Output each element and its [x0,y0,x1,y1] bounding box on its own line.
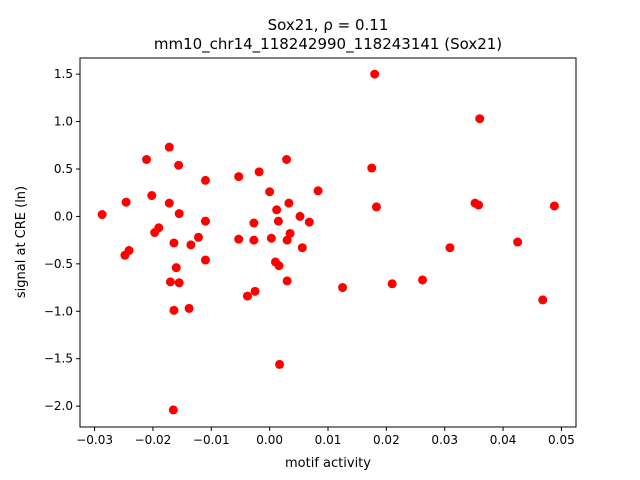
data-point-2 [121,197,131,207]
data-point-47 [338,283,348,293]
x-tick-label: 0.00 [256,433,283,447]
data-point-46 [313,186,323,196]
data-point-13 [169,305,179,315]
data-point-27 [249,218,259,228]
data-point-52 [418,275,428,285]
x-tick-label: −0.03 [76,433,113,447]
y-tick-label: −1.0 [44,304,73,318]
x-axis-ticks: −0.03 −0.02 −0.01 0.00 0.01 0.02 0.03 0.04 0.05 [76,427,575,447]
y-axis-ticks: −2.0 −1.5 −1.0 −0.5 0.0 0.5 1.0 1.5 [44,67,80,413]
y-tick-label: 0.5 [54,162,73,176]
data-point-32 [266,233,276,243]
data-point-36 [274,261,284,271]
chart-title: Sox21, ρ = 0.11 mm10_chr14_118242990_118… [154,16,502,54]
chart-title-line2: mm10_chr14_118242990_118243141 (Sox21) [154,35,502,54]
data-point-51 [387,279,397,289]
data-point-14 [171,263,181,273]
data-point-50 [371,202,381,212]
data-point-7 [154,223,164,233]
data-point-9 [164,198,174,208]
data-point-22 [200,216,210,226]
data-point-42 [285,228,295,238]
data-point-48 [367,163,377,173]
data-point-38 [282,155,292,164]
plot-frame [79,57,577,428]
data-point-45 [304,217,314,227]
data-point-5 [147,191,157,201]
data-point-20 [193,232,203,242]
x-tick-label: 0.01 [315,433,342,447]
x-tick-label: 0.03 [431,433,458,447]
x-tick-label: −0.01 [193,433,230,447]
data-point-23 [200,255,210,265]
x-tick-label: 0.02 [373,433,400,447]
data-point-41 [284,198,294,208]
y-tick-label: −2.0 [44,399,73,413]
data-point-25 [234,234,244,244]
data-point-21 [200,175,210,185]
data-point-15 [174,160,184,170]
x-tick-label: −0.02 [135,433,172,447]
data-point-12 [169,238,179,248]
y-tick-label: 1.5 [54,67,73,81]
data-point-10 [165,277,175,287]
data-point-56 [475,114,485,124]
data-point-35 [273,216,283,226]
data-point-19 [186,240,196,250]
data-point-30 [254,167,264,177]
data-point-31 [265,187,275,197]
y-axis-label: signal at CRE (ln) [14,186,29,298]
x-tick-label: 0.04 [490,433,517,447]
y-tick-label: 1.0 [54,115,73,129]
data-point-40 [282,276,292,286]
data-point-3 [124,246,134,256]
data-point-8 [164,142,174,152]
data-point-26 [242,291,252,301]
data-point-16 [174,209,184,219]
data-point-0 [97,210,107,220]
data-point-57 [513,237,523,247]
data-point-37 [275,359,285,369]
x-tick-label: 0.05 [548,433,575,447]
data-point-34 [272,205,282,215]
data-point-18 [184,303,194,313]
data-point-4 [142,155,152,164]
data-point-58 [538,295,548,305]
data-point-43 [295,211,305,221]
data-point-17 [174,278,184,288]
y-tick-label: 0.0 [54,209,73,223]
x-axis-label: motif activity [285,456,371,471]
y-tick-label: −0.5 [44,257,73,271]
data-point-44 [297,243,307,253]
data-points [97,69,559,415]
chart-title-line1: Sox21, ρ = 0.11 [268,16,389,34]
data-point-55 [474,200,484,210]
data-point-53 [445,243,455,253]
data-point-49 [370,69,380,79]
y-tick-label: −1.5 [44,352,73,366]
data-point-11 [168,405,178,415]
data-point-29 [250,286,260,296]
data-point-24 [234,172,244,182]
data-point-28 [249,235,259,245]
data-point-59 [549,201,559,211]
